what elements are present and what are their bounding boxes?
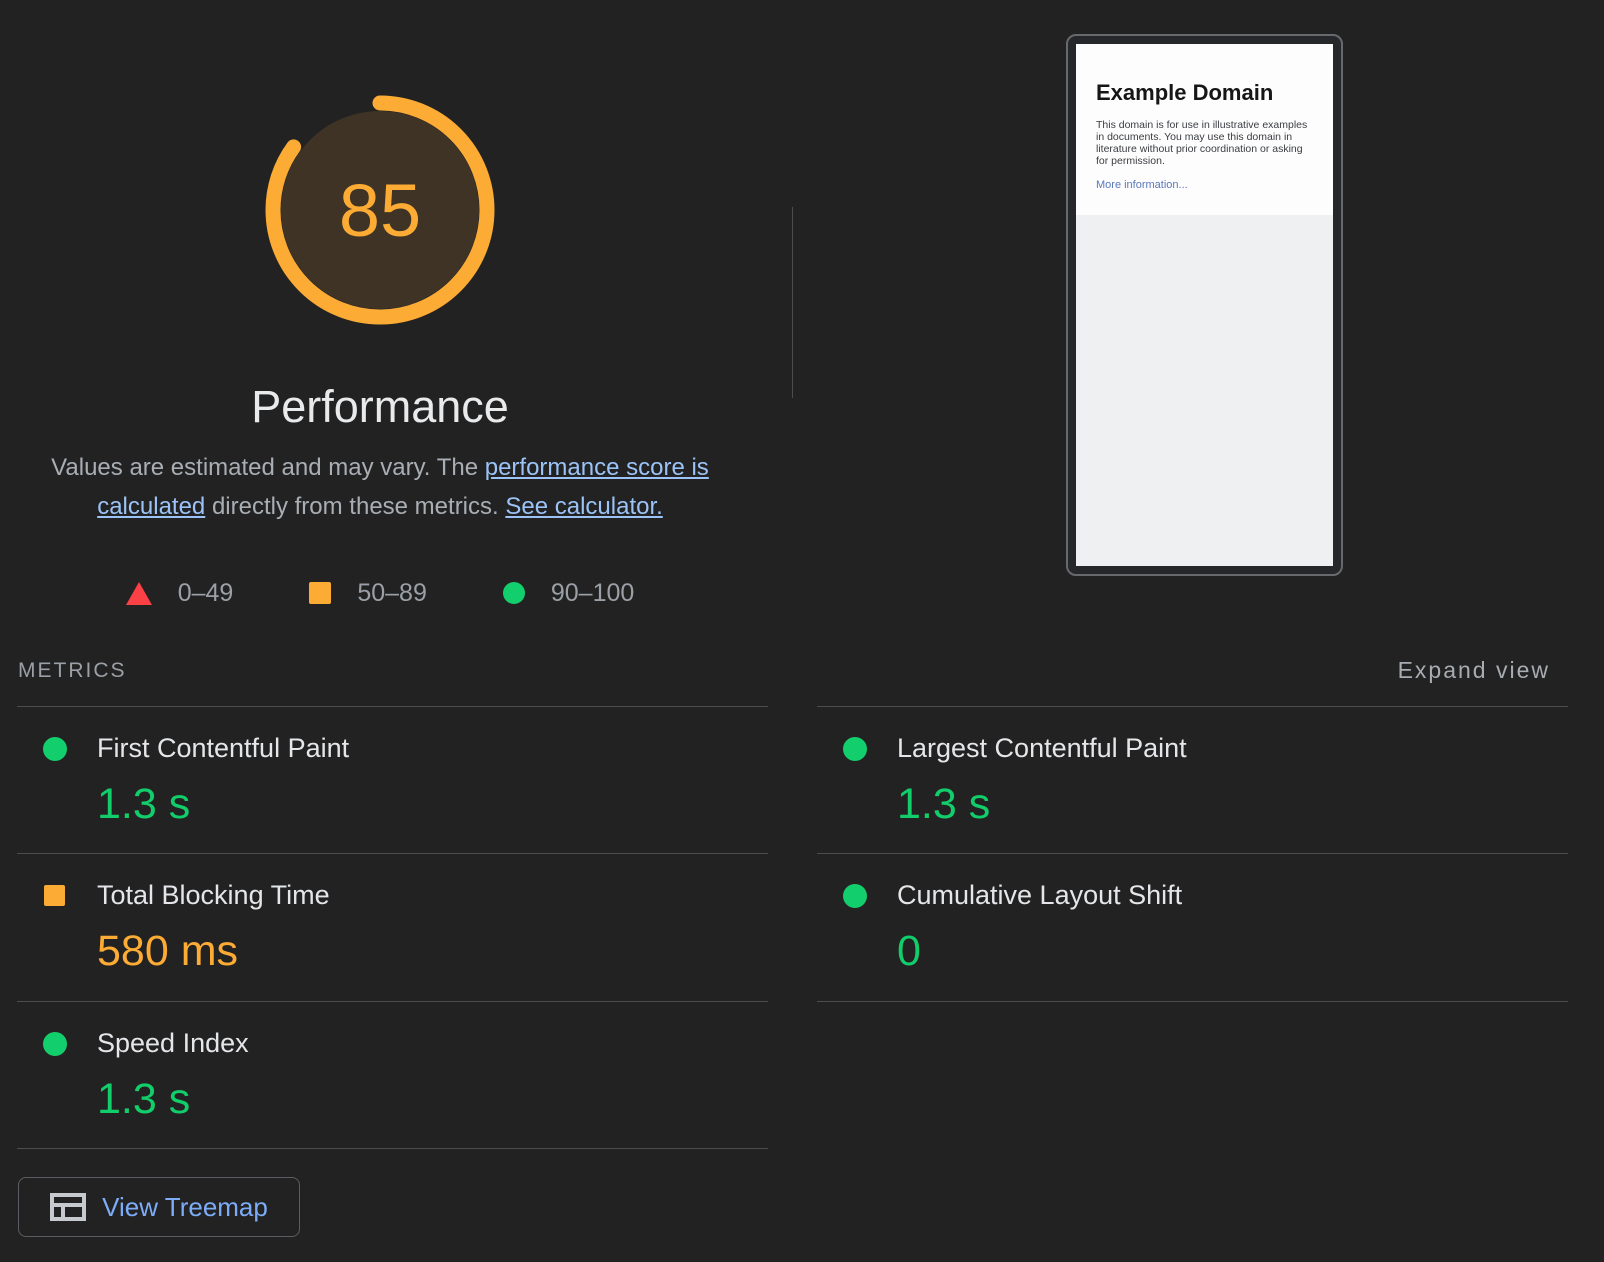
performance-score: 85 [338, 168, 422, 252]
legend-range-pass: 90–100 [550, 578, 635, 607]
si-metric-name: Speed Index [97, 1028, 249, 1058]
metrics-section-heading: METRICS [18, 659, 127, 682]
performance-calc-link[interactable]: performance score is calculated [97, 454, 709, 520]
see-calculator-link[interactable]: See calculator. [505, 493, 663, 520]
performance-gauge[interactable] [260, 90, 500, 330]
legend-item-fail: 0–49 [125, 578, 234, 608]
view-treemap-label: View Treemap [102, 1191, 268, 1222]
description-text-2: directly from these metrics. [205, 493, 506, 520]
cls-status-pass-icon [843, 884, 867, 908]
divider [17, 853, 768, 854]
screenshot-heading: Example Domain [1096, 80, 1274, 105]
fcp-metric-name: First Contentful Paint [97, 733, 350, 763]
divider [817, 706, 1568, 707]
legend-item-average: 50–89 [309, 579, 427, 608]
score-description: Values are estimated and may vary. The p… [30, 448, 730, 526]
score-legend: 0–49 50–89 90–100 [0, 578, 760, 608]
divider [817, 1001, 1568, 1002]
si-metric-value: 1.3 s [97, 1075, 191, 1123]
expand-view-button[interactable]: Expand view [1397, 657, 1550, 683]
screenshot-content: Example Domain This domain is for use in… [1076, 44, 1333, 215]
pass-circle-icon [502, 582, 525, 604]
cls-metric-name: Cumulative Layout Shift [897, 880, 1183, 910]
average-square-icon [309, 582, 332, 604]
legend-range-average: 50–89 [357, 578, 427, 607]
legend-range-fail: 0–49 [177, 578, 234, 607]
column-divider [792, 207, 793, 398]
cls-metric-value: 0 [897, 927, 921, 975]
screenshot-body-text: This domain is for use in illustrative e… [1096, 119, 1308, 167]
divider [17, 1148, 768, 1149]
legend-item-pass: 90–100 [502, 578, 635, 608]
si-status-pass-icon [43, 1032, 67, 1056]
fcp-metric-value: 1.3 s [97, 780, 191, 828]
lcp-metric-name: Largest Contentful Paint [897, 733, 1187, 763]
tbt-metric-value: 580 ms [97, 927, 239, 975]
tbt-metric-name: Total Blocking Time [97, 880, 330, 910]
gauge-ring-icon [265, 95, 495, 325]
divider [17, 1001, 768, 1002]
fcp-status-pass-icon [43, 737, 67, 761]
tbt-status-average-icon [44, 885, 65, 906]
description-text-1: Values are estimated and may vary. The [51, 454, 485, 481]
performance-title: Performance [251, 381, 509, 432]
divider [817, 853, 1568, 854]
page-screenshot: Example Domain This domain is for use in… [1076, 44, 1333, 566]
view-treemap-button[interactable]: View Treemap [18, 1177, 300, 1237]
lcp-status-pass-icon [843, 737, 867, 761]
treemap-icon [50, 1193, 87, 1221]
screenshot-more-info-link: More information... [1096, 179, 1188, 191]
lcp-metric-value: 1.3 s [897, 780, 991, 828]
fail-triangle-icon [125, 581, 152, 605]
divider [17, 706, 768, 707]
page-screenshot-thumbnail[interactable]: Example Domain This domain is for use in… [1066, 34, 1343, 576]
